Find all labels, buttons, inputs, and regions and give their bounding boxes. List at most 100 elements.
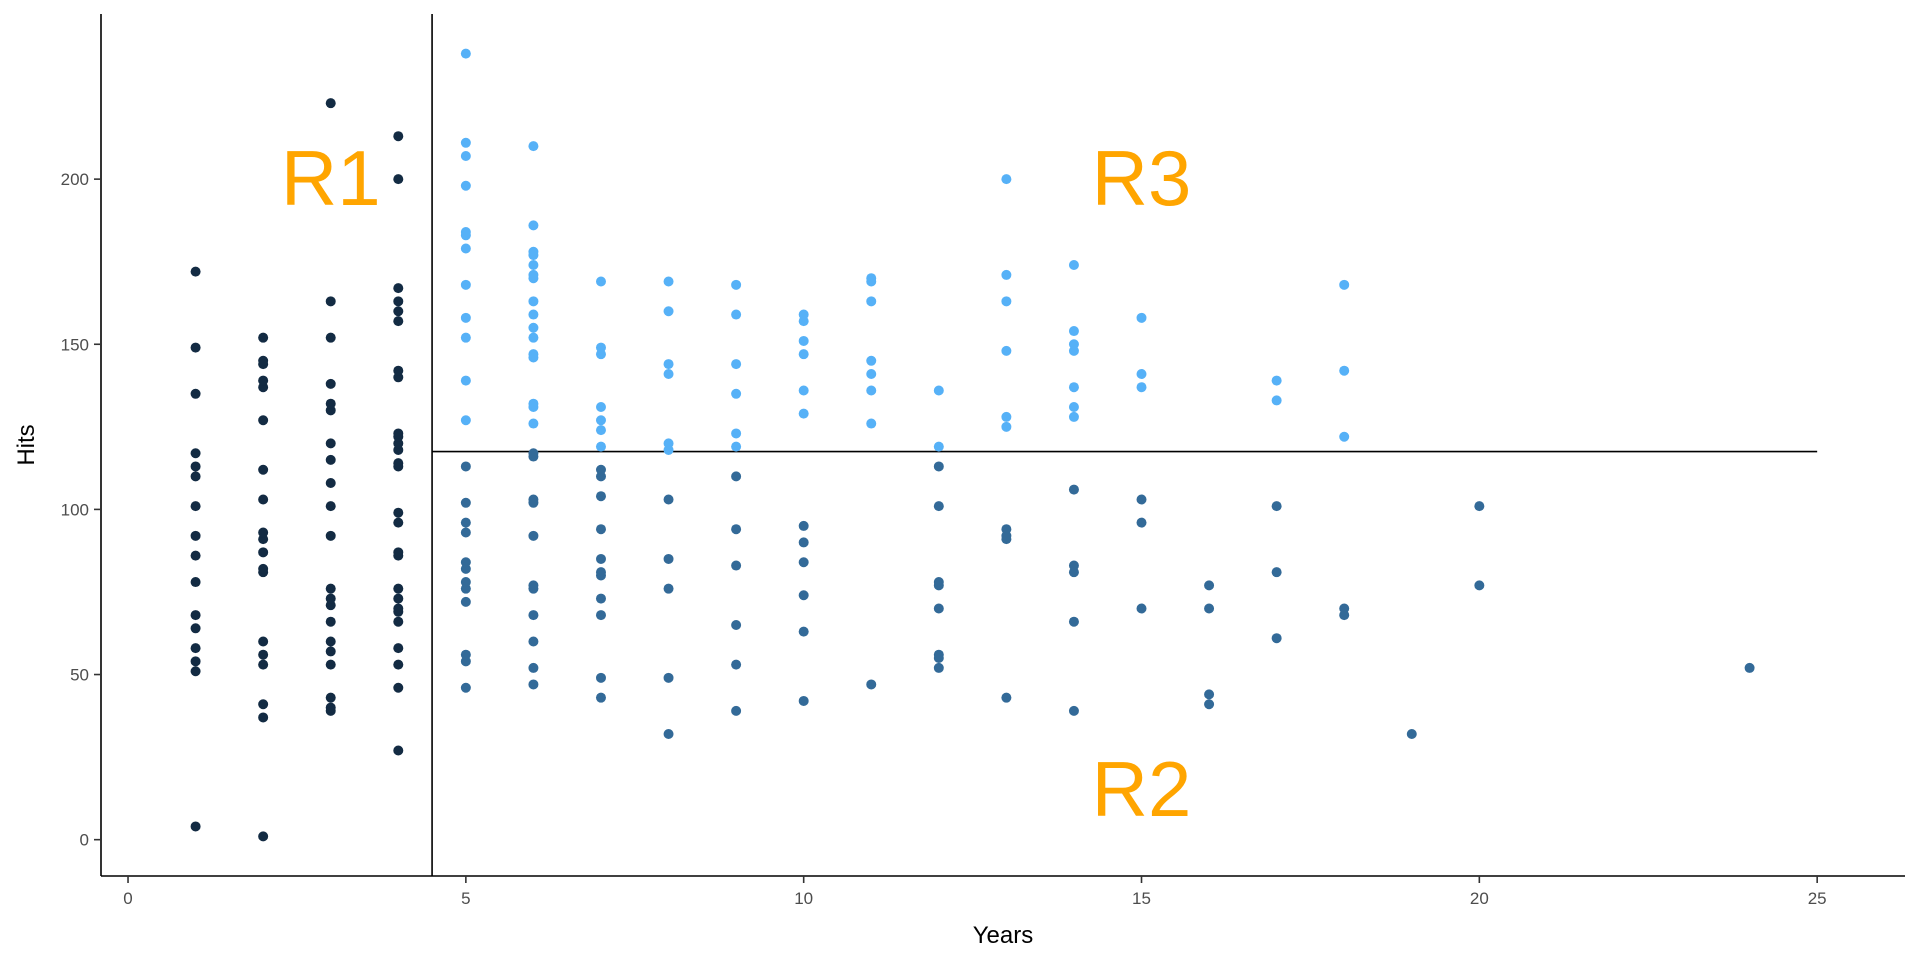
- data-point-r2: [798, 695, 809, 706]
- data-point-r1: [190, 821, 201, 832]
- data-point-r3: [1136, 368, 1147, 379]
- data-point-r1: [393, 603, 404, 614]
- data-point-r3: [1271, 395, 1282, 406]
- data-point-r3: [528, 260, 539, 271]
- data-point-r1: [190, 530, 201, 541]
- data-point-r2: [933, 577, 944, 588]
- data-point-r1: [258, 375, 269, 386]
- data-point-r1: [325, 530, 336, 541]
- data-point-r3: [528, 398, 539, 409]
- data-point-r2: [731, 471, 742, 482]
- data-point-r2: [460, 596, 471, 607]
- data-point-r3: [528, 322, 539, 333]
- data-point-r2: [528, 448, 539, 459]
- data-point-r3: [731, 388, 742, 399]
- data-point-r1: [393, 745, 404, 756]
- data-point-r2: [1204, 603, 1215, 614]
- data-point-r3: [460, 332, 471, 343]
- data-point-r1: [258, 547, 269, 558]
- data-point-r2: [460, 527, 471, 538]
- data-point-r1: [190, 623, 201, 634]
- data-point-r3: [595, 402, 606, 413]
- data-point-r2: [460, 682, 471, 693]
- partition-lines: [431, 14, 1818, 876]
- data-point-r1: [190, 461, 201, 472]
- data-point-r3: [460, 375, 471, 386]
- data-point-r2: [1204, 580, 1215, 591]
- data-point-r1: [258, 563, 269, 574]
- data-point-r3: [460, 137, 471, 148]
- y-axis-ticks: 0 50 100 150 200: [61, 170, 101, 850]
- data-point-r1: [393, 616, 404, 627]
- data-point-r1: [190, 266, 201, 277]
- data-point-r2: [798, 520, 809, 531]
- data-point-r3: [663, 306, 674, 317]
- data-point-r3: [663, 438, 674, 449]
- x-axis-title: Years: [973, 922, 1034, 949]
- data-point-r1: [190, 577, 201, 588]
- data-point-r2: [731, 560, 742, 571]
- data-point-r1: [190, 388, 201, 399]
- data-point-r3: [798, 335, 809, 346]
- data-point-r2: [595, 464, 606, 475]
- data-point-r2: [798, 557, 809, 568]
- data-point-r1: [325, 454, 336, 465]
- data-point-r2: [731, 524, 742, 535]
- data-point-r3: [460, 312, 471, 323]
- data-point-r3: [866, 418, 877, 429]
- data-point-r3: [866, 355, 877, 366]
- data-point-r1: [190, 666, 201, 677]
- data-point-r3: [1068, 382, 1079, 393]
- data-point-r1: [258, 659, 269, 670]
- data-point-r2: [460, 461, 471, 472]
- data-point-r3: [1001, 421, 1012, 432]
- data-point-r3: [663, 359, 674, 370]
- data-point-r3: [460, 180, 471, 191]
- data-point-r3: [798, 309, 809, 320]
- data-point-r3: [731, 279, 742, 290]
- data-point-r1: [190, 656, 201, 667]
- data-point-r2: [663, 494, 674, 505]
- data-point-r1: [325, 692, 336, 703]
- data-point-r2: [1001, 524, 1012, 535]
- data-point-r2: [595, 567, 606, 578]
- data-point-r2: [1068, 484, 1079, 495]
- data-point-r3: [1068, 260, 1079, 271]
- data-point-r1: [393, 316, 404, 327]
- data-point-r3: [1001, 411, 1012, 422]
- data-point-r1: [393, 593, 404, 604]
- data-point-r3: [1001, 296, 1012, 307]
- data-point-r3: [528, 246, 539, 257]
- region-label-r2: R2: [1092, 745, 1192, 833]
- data-point-r2: [933, 603, 944, 614]
- data-point-r1: [393, 583, 404, 594]
- data-point-r2: [1406, 728, 1417, 739]
- data-point-r2: [866, 679, 877, 690]
- data-point-r3: [798, 408, 809, 419]
- data-point-r2: [595, 672, 606, 683]
- data-point-r2: [663, 583, 674, 594]
- data-point-r1: [258, 712, 269, 723]
- data-point-r1: [325, 398, 336, 409]
- data-point-r3: [798, 349, 809, 360]
- data-point-r1: [190, 342, 201, 353]
- data-point-r1: [393, 458, 404, 469]
- data-point-r1: [325, 296, 336, 307]
- data-point-r2: [1136, 517, 1147, 528]
- data-point-r3: [595, 425, 606, 436]
- data-point-r1: [393, 283, 404, 294]
- data-point-r1: [393, 682, 404, 693]
- x-tick-label: 20: [1470, 889, 1489, 908]
- data-point-r1: [190, 501, 201, 512]
- data-point-r1: [393, 517, 404, 528]
- data-point-r3: [595, 441, 606, 452]
- data-point-r2: [595, 524, 606, 535]
- data-point-r3: [1339, 279, 1350, 290]
- data-point-r2: [1474, 580, 1485, 591]
- data-point-r3: [528, 141, 539, 152]
- data-point-r3: [460, 151, 471, 162]
- data-point-r2: [798, 626, 809, 637]
- data-point-r3: [1068, 411, 1079, 422]
- data-point-r3: [866, 368, 877, 379]
